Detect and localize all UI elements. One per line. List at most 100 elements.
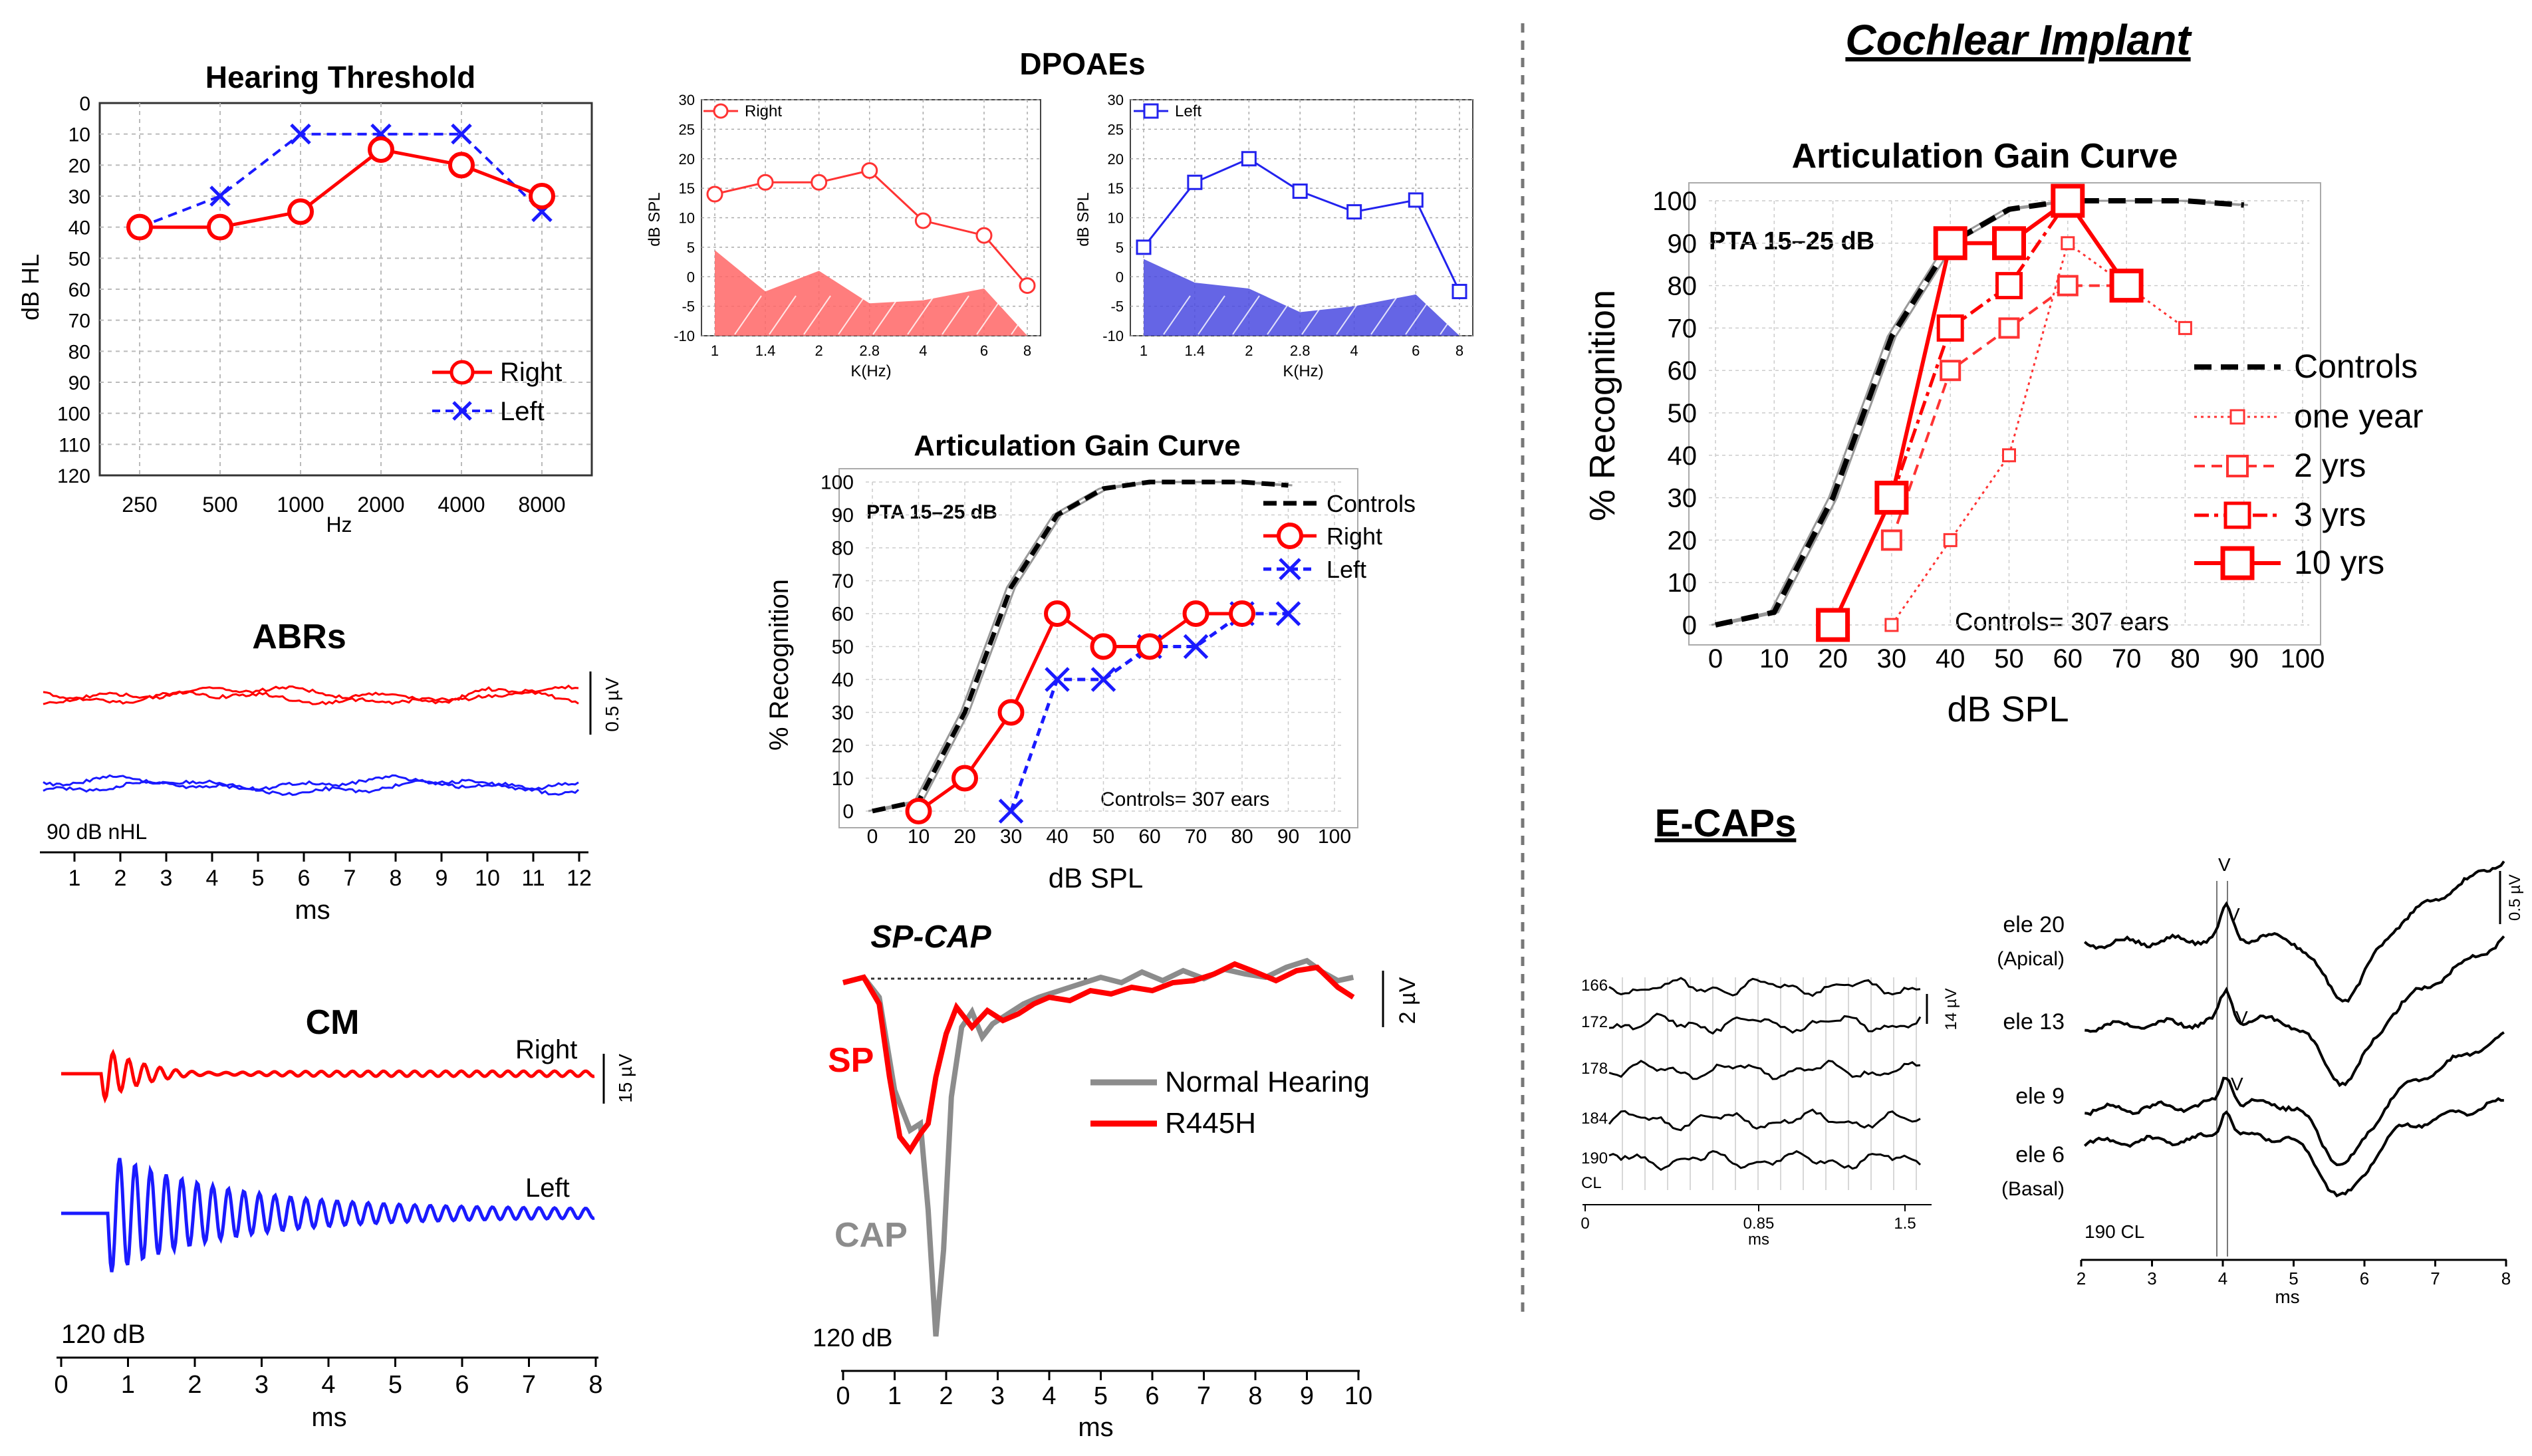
series-point-2 <box>1998 317 2020 339</box>
chart-title: Articulation Gain Curve <box>914 429 1240 462</box>
x-tick-label: 1 <box>711 342 719 359</box>
x-tick-label: 8 <box>390 866 402 891</box>
x-axis-label: ms <box>295 896 330 925</box>
annotation: Controls= 307 ears <box>1100 789 1269 810</box>
ecap-trace <box>2083 1097 2504 1198</box>
peak-v-label: V <box>2235 1007 2248 1028</box>
series-point-4 <box>1874 481 1909 515</box>
x-tick-label: 4000 <box>438 493 485 517</box>
x-axis-label: ms <box>1078 1413 1113 1442</box>
subtitle: PTA 15–25 dB <box>1709 227 1874 255</box>
x-axis-label: ms <box>2275 1286 2299 1307</box>
y-tick-label: 70 <box>1668 314 1698 343</box>
electrode-labels: ele 20 (Apical) ele 13 ele 9 ele 6 (Basal) <box>1997 912 2065 1200</box>
right-point <box>287 198 314 225</box>
trace-labels: 166 172 178 184 190 <box>1581 977 1608 1167</box>
x-tick-label: 8 <box>1456 342 1463 359</box>
peak-v-labels: V V V V <box>2218 854 2248 1094</box>
cm-right-trace <box>61 1048 595 1104</box>
x-tick-label: 60 <box>1138 826 1160 848</box>
y-tick-label: 25 <box>679 121 695 138</box>
y-tick-label: 110 <box>59 434 90 456</box>
x-tick-label: 2000 <box>357 493 404 517</box>
level-label: 90 dB nHL <box>47 820 147 844</box>
ecaps-heading: E-CAPs <box>1655 802 1797 845</box>
legend-normal-hearing: Normal Hearing <box>1165 1066 1370 1098</box>
legend-3-yrs: 3 yrs <box>2294 496 2366 533</box>
series-point-1 <box>1943 533 1958 547</box>
x-tick-label: 0 <box>1581 1215 1589 1233</box>
x-tick-label: 8000 <box>518 493 565 517</box>
x-axis-label-left: K(Hz) <box>1283 362 1323 380</box>
x-tick-label: 10 <box>1759 644 1789 673</box>
y-tick-label: 5 <box>1116 239 1124 256</box>
y-tick-label: 30 <box>1108 92 1124 108</box>
left-point <box>209 185 231 207</box>
legend-right: Right <box>1327 523 1382 550</box>
x-tick-label: 1 <box>888 1382 902 1410</box>
x-tick-label: 30 <box>1000 826 1022 848</box>
hatch-line <box>1370 295 1398 335</box>
x-tick-label: 4 <box>2218 1269 2227 1288</box>
ecap-trace <box>1608 1108 1921 1132</box>
normal-hearing-trace <box>842 957 1354 1337</box>
y-tick-label: 120 <box>57 465 90 487</box>
x-tick-label: 1000 <box>277 493 324 517</box>
trace-label: 172 <box>1581 1013 1608 1031</box>
x-axis-label: ms <box>311 1403 346 1432</box>
grid <box>100 103 592 475</box>
x-ticks: 0 0.85 1.5 <box>1581 1205 1916 1233</box>
right-point <box>368 136 394 163</box>
y-tick-label: 70 <box>832 570 854 592</box>
x-axis-label: ms <box>1748 1231 1769 1249</box>
left-point <box>451 123 472 145</box>
x-ticks: 0 1 2 3 4 5 6 7 8 9 10 <box>836 1371 1372 1410</box>
series-marks <box>868 479 1301 824</box>
hatch-line <box>1198 295 1225 335</box>
y-ticks: 0 10 20 30 40 50 60 70 80 90 100 <box>821 472 854 823</box>
x-tick-label: 40 <box>1936 644 1965 673</box>
electrode-sublabel: (Basal) <box>2001 1178 2065 1200</box>
x-tick-label: 10 <box>1344 1382 1372 1410</box>
x-tick-label: 4 <box>1350 342 1358 359</box>
x-axis-label: dB SPL <box>1049 862 1143 894</box>
y-tick-label: 50 <box>832 636 854 658</box>
x-tick-label: 50 <box>1994 644 2024 673</box>
legend: Controls one year 2 yrs 3 yrs 10 yrs <box>2194 348 2424 581</box>
level-label: 120 dB <box>61 1320 146 1349</box>
x-tick-label: 11 <box>521 866 545 891</box>
trace-label: 178 <box>1581 1060 1608 1078</box>
x-tick-label: 12 <box>567 866 592 891</box>
dp-point <box>861 162 878 179</box>
x-ticks: 0 10 20 30 40 50 60 70 80 90 100 <box>1708 644 2325 673</box>
x-tick-label: 1 <box>1140 342 1148 359</box>
x-tick-label: 30 <box>1877 644 1907 673</box>
y-tick-label: 20 <box>68 155 90 177</box>
x-tick-label: 9 <box>436 866 448 891</box>
dp-point <box>975 227 993 244</box>
hatch-line <box>1405 295 1433 335</box>
legend-left: Left <box>1134 102 1202 120</box>
x-ticks: 1 2 3 4 5 6 7 8 9 10 11 12 <box>68 852 592 891</box>
x-tick-label: 50 <box>1092 826 1114 848</box>
x-tick-label: 2 <box>114 866 127 891</box>
y-tick-label: 30 <box>832 702 854 724</box>
y-tick-label: 70 <box>68 310 90 332</box>
y-tick-label: 80 <box>832 538 854 560</box>
y-tick-label: 40 <box>832 669 854 691</box>
scale-label: 14 µV <box>1942 988 1960 1030</box>
y-tick-label: 0 <box>1116 269 1124 285</box>
subtitle: PTA 15–25 dB <box>866 501 997 523</box>
y-tick-label: 90 <box>68 372 90 394</box>
hatch-line <box>976 295 1004 335</box>
y-tick-label: 30 <box>68 186 90 208</box>
chart-title: Hearing Threshold <box>205 60 475 94</box>
hatch-line <box>734 295 762 335</box>
legend-right: Right <box>500 358 562 387</box>
left-point <box>1183 634 1209 660</box>
x-tick-label: 6 <box>980 342 988 359</box>
hatch-line <box>907 295 935 335</box>
cl-label: CL <box>1581 1174 1602 1192</box>
y-tick-label: 40 <box>1668 441 1698 471</box>
